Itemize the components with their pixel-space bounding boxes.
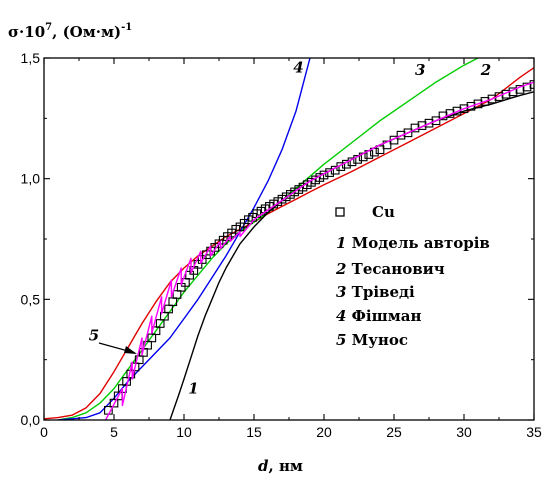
data-point-cu [515,85,525,94]
data-point-cu [487,94,497,104]
legend-item-2: 2 Тесанович [335,260,445,278]
y-tick-label: 1,0 [21,171,41,187]
data-point-cu [396,130,406,140]
x-tick-label: 5 [110,424,118,440]
y-tick-label: 1,5 [21,50,41,66]
data-point-cu [403,128,413,138]
series-line-5 [104,81,534,420]
series-line-1 [169,91,534,420]
curve-label-1: 1 [188,379,198,397]
series-line-4 [57,58,311,420]
data-point-cu [459,104,469,114]
x-tick-label: 20 [316,424,332,440]
series-layer [44,58,534,420]
x-tick-label: 25 [386,424,402,440]
data-point-cu [375,145,385,155]
curve-labels: 1 2 3 4 5 [89,58,491,397]
y-axis-label: σ·107, (Ом·м)-1 [8,22,132,41]
curve-label-5: 5 [89,326,99,344]
x-tick-label: 35 [526,424,542,440]
data-point-cu [494,92,504,101]
y-tick-label: 0,0 [21,412,41,428]
curve-label-4: 4 [293,58,303,76]
legend-marker-cu [335,207,345,217]
curve-5-arrowhead [124,346,137,354]
legend: Cu 1 Модель авторів 2 Тесанович 3 Трівед… [335,203,490,349]
legend-item-4: 4 Фішман [336,307,421,325]
legend-item-cu: Cu [372,203,395,221]
legend-item-5: 5 Мунос [336,331,408,349]
data-point-cu [452,106,462,116]
y-tick-label: 0,5 [21,291,41,307]
data-point-cu [353,155,362,164]
data-point-cu [529,80,534,89]
x-tick-label: 15 [246,424,262,440]
x-axis-label: d, нм [258,457,303,475]
curve-label-3: 3 [415,61,425,79]
data-point-cu [431,116,441,126]
data-point-cu [522,82,532,92]
legend-item-1: 1 Модель авторів [336,234,490,252]
curve-label-2: 2 [480,61,491,79]
x-tick-label: 10 [176,424,192,440]
data-point-cu [382,140,392,150]
x-tick-label: 0 [40,424,48,440]
data-point-cu [424,118,434,128]
data-point-cu [473,99,483,109]
data-point-cu [480,97,490,106]
data-point-cu [466,101,476,111]
axes-layer: 0 5 10 15 20 25 30 350,00,51,01,5 [21,50,542,440]
x-tick-label: 30 [456,424,472,440]
legend-item-3: 3 Тріведі [336,283,415,301]
